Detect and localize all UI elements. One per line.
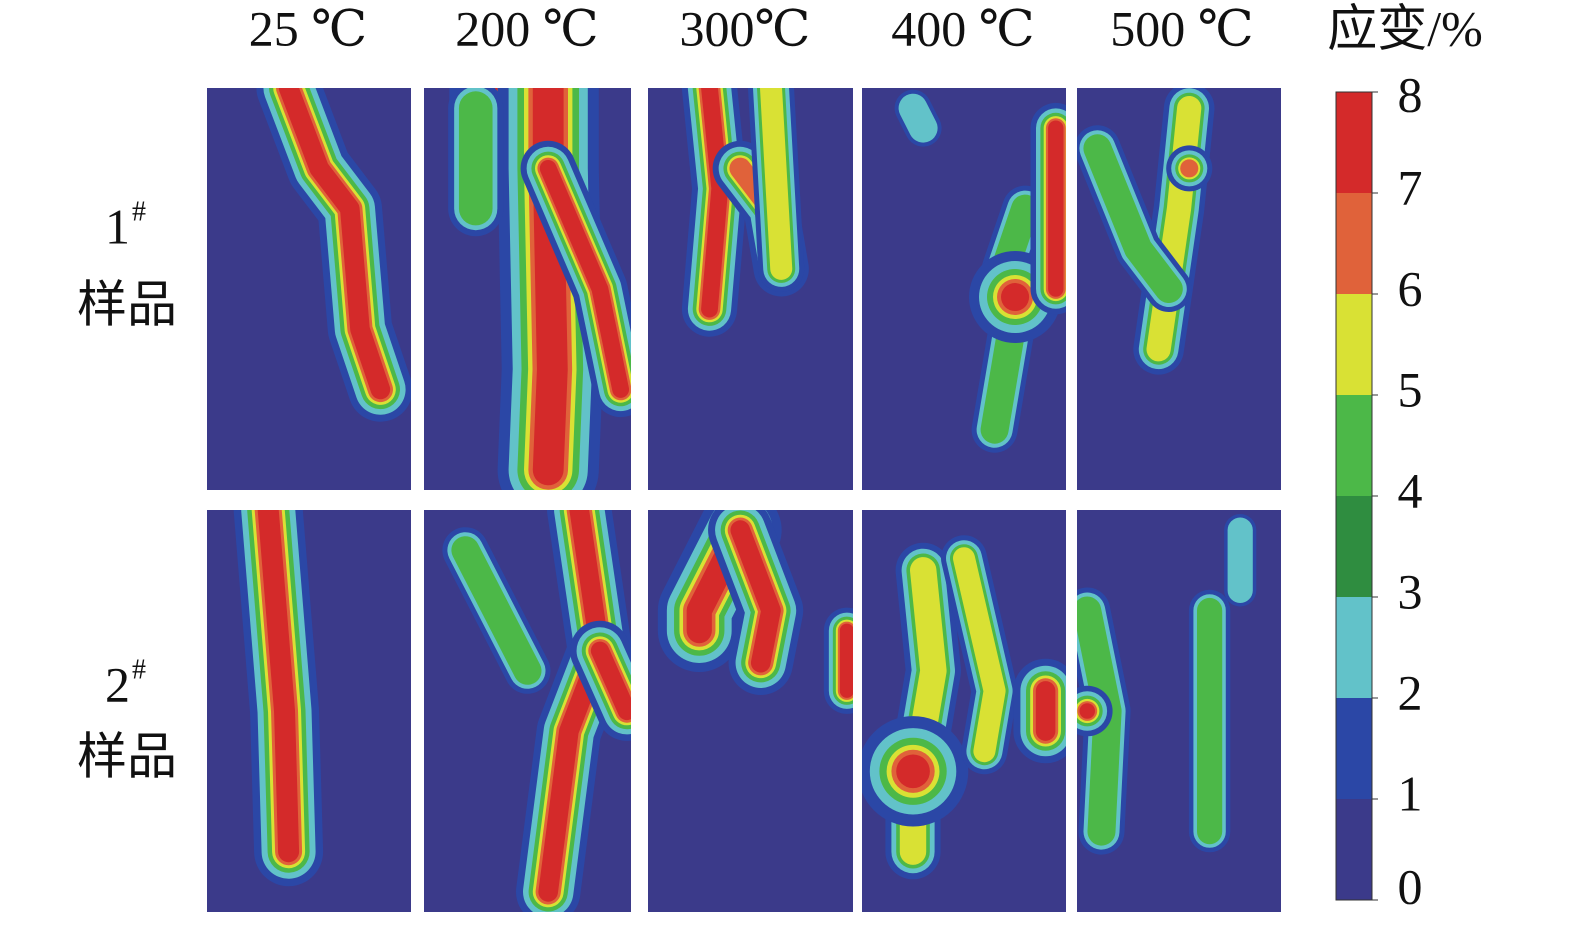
row-number: 1 (105, 198, 130, 254)
map (894, 89, 1066, 453)
strain-band (451, 536, 542, 685)
strain-band (701, 88, 729, 318)
colorbar-tick-label: 6 (1398, 260, 1423, 316)
strain-band (257, 510, 300, 863)
colorbar-tick-label: 1 (1398, 765, 1423, 821)
colorbar-tick-label: 3 (1398, 563, 1423, 619)
colorbar-title: 应变/% (1327, 0, 1483, 56)
strain-maps (207, 88, 1281, 912)
strain-band (539, 160, 630, 398)
map (442, 510, 631, 912)
column-header: 500 ℃ (1110, 0, 1253, 56)
strain-band (278, 88, 391, 400)
colorbar-segment (1336, 395, 1372, 496)
map (233, 510, 324, 887)
colorbar-segment (1336, 294, 1372, 395)
colorbar-segment (1336, 92, 1372, 193)
strain-band (532, 88, 568, 486)
map (256, 88, 411, 422)
colorbar-segment (1336, 597, 1372, 698)
colorbar-tick-label: 5 (1398, 361, 1423, 417)
strain-band (1083, 134, 1183, 303)
map (681, 88, 809, 337)
column-header: 25 ℃ (249, 0, 367, 56)
map (448, 88, 631, 490)
colorbar-segment (1336, 193, 1372, 294)
colorbar-segment (1336, 698, 1372, 799)
strain-band (760, 88, 793, 280)
map (1077, 88, 1215, 375)
row-number: 2 (105, 656, 130, 712)
colorbar-tick-label: 4 (1398, 462, 1423, 518)
column-header: 200 ℃ (455, 0, 598, 56)
colorbar-tick-label: 7 (1398, 159, 1423, 215)
colorbar-tick-label: 8 (1398, 66, 1423, 122)
colorbar-tick-label: 0 (1398, 858, 1423, 914)
colorbar-segment (1336, 496, 1372, 597)
column-header: 400 ℃ (891, 0, 1034, 56)
map (657, 510, 853, 714)
map (862, 535, 1066, 880)
colorbar-segment (1336, 799, 1372, 900)
strain-band (898, 93, 938, 143)
row-sup: # (132, 196, 146, 227)
strain-band (538, 510, 610, 902)
map (1077, 514, 1257, 855)
row-text: 样品 (77, 276, 177, 332)
row-sup: # (132, 654, 146, 685)
strain-band (730, 520, 781, 673)
colorbar-tick-label: 2 (1398, 664, 1423, 720)
row-text: 样品 (77, 728, 177, 784)
column-header: 300℃ (680, 0, 811, 56)
strain-band (953, 547, 1006, 763)
strain-band (590, 641, 631, 721)
